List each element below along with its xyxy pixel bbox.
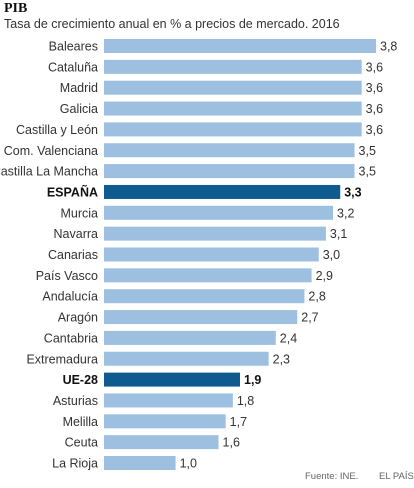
category-label-castilla-y-leon: Castilla y León bbox=[16, 123, 98, 137]
value-label-baleares: 3,8 bbox=[380, 40, 397, 54]
brand-credit: EL PAÍS bbox=[379, 471, 414, 482]
category-label-pais-vasco: País Vasco bbox=[36, 269, 98, 283]
category-label-cataluna: Cataluña bbox=[48, 60, 98, 74]
category-label-aragon: Aragón bbox=[58, 311, 98, 325]
bar-espana bbox=[104, 184, 341, 199]
bar-com-valenciana bbox=[104, 143, 355, 158]
value-label-galicia: 3,6 bbox=[366, 102, 383, 116]
value-label-cataluna: 3,6 bbox=[366, 60, 383, 74]
bar-cataluna bbox=[104, 59, 362, 74]
category-label-andalucia: Andalucía bbox=[42, 290, 98, 304]
chart-subtitle: Tasa de crecimiento anual en % a precios… bbox=[4, 17, 340, 31]
bar-chart: Baleares 3,8 Cataluña 3,6 Madrid 3,6 Galicia 3,… bbox=[0, 39, 397, 471]
value-label-ceuta: 1,6 bbox=[223, 436, 240, 450]
bar-navarra bbox=[104, 226, 326, 241]
value-label-extremadura: 2,3 bbox=[273, 352, 290, 366]
category-label-melilla: Melilla bbox=[63, 415, 98, 429]
bar-pais-vasco bbox=[104, 268, 312, 283]
category-label-la-rioja: La Rioja bbox=[52, 457, 98, 471]
bar-andalucia bbox=[104, 289, 305, 304]
bar-cantabria bbox=[104, 330, 276, 345]
value-label-ue-28: 1,9 bbox=[244, 373, 261, 387]
category-label-com-valenciana: Com. Valenciana bbox=[4, 144, 98, 158]
category-label-canarias: Canarias bbox=[48, 248, 98, 262]
category-label-ue-28: UE-28 bbox=[63, 373, 98, 387]
value-label-pais-vasco: 2,9 bbox=[316, 269, 333, 283]
category-label-castilla-la-mancha: Castilla La Mancha bbox=[0, 165, 98, 179]
bar-castilla-la-mancha bbox=[104, 164, 355, 179]
value-label-madrid: 3,6 bbox=[366, 81, 383, 95]
value-label-espana: 3,3 bbox=[344, 185, 361, 199]
bar-ue-28 bbox=[104, 372, 240, 387]
bar-baleares bbox=[104, 39, 376, 53]
category-label-espana: ESPAÑA bbox=[47, 184, 98, 199]
category-label-baleares: Baleares bbox=[49, 40, 98, 54]
bar-castilla-y-leon bbox=[104, 122, 362, 137]
category-label-galicia: Galicia bbox=[60, 102, 98, 116]
value-label-murcia: 3,2 bbox=[337, 206, 354, 220]
value-label-com-valenciana: 3,5 bbox=[359, 144, 376, 158]
category-label-ceuta: Ceuta bbox=[65, 436, 98, 450]
value-label-aragon: 2,7 bbox=[301, 311, 318, 325]
bar-la-rioja bbox=[104, 456, 176, 470]
chart-title: PIB bbox=[4, 1, 28, 16]
value-label-navarra: 3,1 bbox=[330, 227, 347, 241]
category-label-cantabria: Cantabria bbox=[44, 331, 98, 345]
value-label-canarias: 3,0 bbox=[323, 248, 340, 262]
value-label-castilla-y-leon: 3,6 bbox=[366, 123, 383, 137]
category-label-navarra: Navarra bbox=[54, 227, 99, 241]
value-label-la-rioja: 1,0 bbox=[180, 457, 197, 471]
value-label-asturias: 1,8 bbox=[237, 394, 254, 408]
bar-extremadura bbox=[104, 351, 269, 366]
value-label-melilla: 1,7 bbox=[230, 415, 247, 429]
bar-ceuta bbox=[104, 435, 219, 450]
bar-galicia bbox=[104, 101, 362, 116]
category-label-murcia: Murcia bbox=[60, 206, 98, 220]
category-label-asturias: Asturias bbox=[53, 394, 98, 408]
bar-canarias bbox=[104, 247, 319, 262]
bar-melilla bbox=[104, 414, 226, 429]
category-label-madrid: Madrid bbox=[60, 81, 98, 95]
bar-asturias bbox=[104, 393, 233, 408]
value-label-cantabria: 2,4 bbox=[280, 331, 297, 345]
bar-aragon bbox=[104, 310, 298, 325]
value-label-castilla-la-mancha: 3,5 bbox=[359, 165, 376, 179]
source-note: Fuente: INE. bbox=[305, 471, 359, 482]
value-label-andalucia: 2,8 bbox=[308, 290, 325, 304]
bar-murcia bbox=[104, 205, 334, 220]
category-label-extremadura: Extremadura bbox=[26, 352, 98, 366]
bar-madrid bbox=[104, 80, 362, 95]
